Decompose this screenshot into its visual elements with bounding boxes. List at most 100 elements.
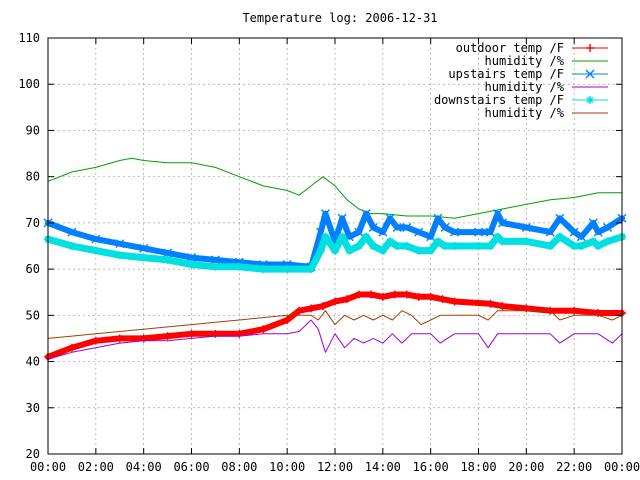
data-point <box>115 251 124 260</box>
data-point <box>91 246 100 255</box>
data-point <box>331 246 339 255</box>
data-point <box>307 265 316 274</box>
data-point <box>497 218 507 228</box>
axis-ticks: 20 30 40 50 60 70 80 90 100 110 00:00 02:00 04:00 06:… <box>18 31 640 474</box>
data-point <box>603 237 612 246</box>
legend-label: humidity /% <box>485 80 565 94</box>
data-point <box>474 242 483 250</box>
data-point <box>139 243 149 253</box>
x-tick-label: 06:00 <box>173 460 209 474</box>
data-point <box>354 290 363 299</box>
data-point <box>366 290 375 299</box>
data-point <box>67 242 76 250</box>
data-point <box>493 232 502 241</box>
legend-label: humidity /% <box>485 54 565 68</box>
data-point <box>392 223 402 233</box>
data-point <box>486 242 495 250</box>
data-point <box>450 227 460 237</box>
data-point <box>235 262 244 271</box>
data-point <box>319 302 328 311</box>
data-point <box>426 292 435 301</box>
data-point <box>378 292 387 301</box>
series-line <box>47 319 623 360</box>
x-tick-label: 00:00 <box>30 460 66 474</box>
data-point <box>362 232 371 241</box>
data-point <box>354 242 363 250</box>
data-point <box>320 209 330 219</box>
data-point <box>493 209 503 219</box>
data-point <box>498 237 507 246</box>
x-tick-label: 20:00 <box>508 460 544 474</box>
data-point <box>337 213 347 223</box>
data-point <box>438 295 447 304</box>
data-point <box>588 218 598 228</box>
data-point <box>361 209 371 219</box>
legend-label: upstairs temp /F <box>448 67 564 81</box>
series-1 <box>47 157 623 219</box>
x-tick-label: 02:00 <box>78 460 114 474</box>
data-point <box>576 232 586 242</box>
data-point <box>163 332 172 341</box>
data-point <box>67 343 76 352</box>
y-tick-label: 70 <box>26 216 40 230</box>
chart-series <box>43 157 627 361</box>
data-point <box>211 262 220 271</box>
data-point <box>586 96 594 104</box>
x-tick-label: 04:00 <box>126 460 162 474</box>
y-tick-label: 50 <box>26 308 40 322</box>
y-tick-label: 80 <box>26 170 40 184</box>
data-point <box>485 227 495 237</box>
legend-label: outdoor temp /F <box>456 41 564 55</box>
data-point <box>316 246 325 255</box>
x-tick-label: 16:00 <box>413 460 449 474</box>
y-tick-label: 110 <box>18 31 40 45</box>
data-point <box>585 69 595 79</box>
x-tick-label: 18:00 <box>460 460 496 474</box>
chart-grid <box>48 38 622 454</box>
x-tick-label: 08:00 <box>221 460 257 474</box>
data-point <box>295 306 304 315</box>
legend-label: downstairs temp /F <box>434 93 564 107</box>
data-point <box>402 223 412 233</box>
data-point <box>441 242 450 250</box>
data-point <box>345 246 354 255</box>
data-point <box>546 242 555 250</box>
y-tick-label: 30 <box>26 401 40 415</box>
data-point <box>115 239 125 249</box>
data-point <box>210 255 220 265</box>
data-point <box>603 223 613 233</box>
data-point <box>163 248 173 258</box>
data-point <box>426 232 436 242</box>
data-point <box>414 246 423 255</box>
data-point <box>414 227 424 237</box>
data-point <box>385 213 395 223</box>
y-tick-label: 90 <box>26 123 40 137</box>
x-tick-label: 10:00 <box>269 460 305 474</box>
data-point <box>368 223 378 233</box>
data-point <box>331 297 339 306</box>
series-0 <box>44 290 626 361</box>
data-point <box>187 260 196 269</box>
data-point <box>386 237 395 246</box>
series-4 <box>44 232 626 274</box>
data-point <box>115 334 124 343</box>
data-point <box>369 242 378 250</box>
data-point <box>259 265 268 274</box>
data-point <box>354 227 364 237</box>
data-point <box>545 227 555 237</box>
data-point <box>440 223 450 233</box>
x-tick-label: 00:00 <box>604 460 640 474</box>
series-line <box>47 157 623 219</box>
data-point <box>426 246 435 255</box>
data-point <box>498 302 507 311</box>
data-point <box>393 242 402 250</box>
y-tick-label: 60 <box>26 262 40 276</box>
data-point <box>338 232 347 241</box>
data-point <box>474 227 483 237</box>
x-tick-label: 14:00 <box>365 460 401 474</box>
data-point <box>259 325 268 334</box>
y-tick-label: 100 <box>18 77 40 91</box>
data-point <box>321 232 330 241</box>
